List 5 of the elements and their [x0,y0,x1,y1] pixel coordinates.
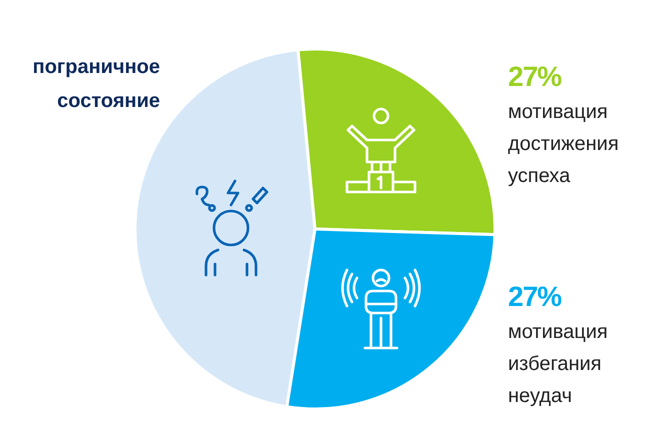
slice-label: мотивация достижения успеха [508,100,619,189]
slice-label: пограничное состояние [32,55,160,114]
data-label: 27% [508,280,562,314]
data-label: 27% [508,60,562,94]
slice-label: мотивация избегания неудач [508,320,608,409]
